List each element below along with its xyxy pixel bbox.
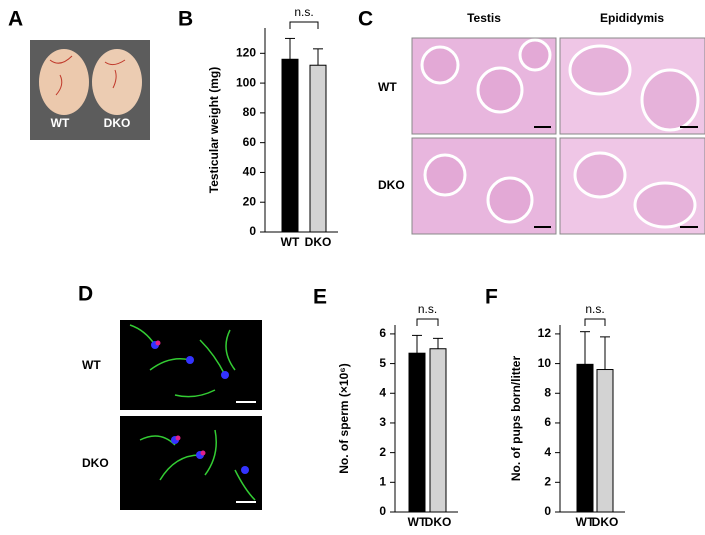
x-tick-label: WT	[408, 515, 427, 529]
row-label: DKO	[82, 456, 109, 470]
bar	[596, 369, 614, 513]
y-axis-label: Testicular weight (mg)	[207, 67, 221, 193]
y-tick-label: 2	[544, 474, 551, 488]
x-tick-label: DKO	[305, 235, 332, 249]
y-tick-label: 8	[544, 385, 551, 399]
row-label: WT	[82, 358, 101, 372]
y-tick-label: 4	[379, 385, 386, 399]
photo-label: WT	[51, 116, 70, 130]
y-tick-label: 6	[544, 415, 551, 429]
panel-letter: B	[178, 8, 193, 31]
annotation: n.s.	[585, 302, 604, 316]
y-tick-label: 120	[236, 45, 256, 59]
y-tick-label: 20	[243, 194, 257, 208]
y-axis-label: No. of pups born/litter	[509, 356, 523, 482]
x-tick-label: DKO	[592, 515, 619, 529]
panel-letter: C	[358, 8, 373, 31]
significance-bracket	[584, 318, 606, 326]
annotation: n.s.	[294, 5, 313, 19]
photo-label: DKO	[104, 116, 131, 130]
y-tick-label: 80	[243, 105, 257, 119]
photo	[30, 40, 150, 140]
bar	[429, 348, 447, 513]
bar	[576, 363, 594, 513]
y-axis-label: No. of sperm (×10⁶)	[337, 363, 351, 474]
y-tick-label: 6	[379, 326, 386, 340]
column-label: Epididymis	[600, 11, 664, 25]
significance-bracket	[416, 318, 439, 326]
x-tick-label: DKO	[425, 515, 452, 529]
y-tick-label: 0	[379, 504, 386, 518]
significance-bracket	[289, 21, 319, 29]
y-tick-label: 5	[379, 356, 386, 370]
annotation: n.s.	[418, 302, 437, 316]
histology	[411, 37, 705, 235]
y-tick-label: 100	[236, 75, 256, 89]
panel-letter: A	[8, 8, 23, 31]
bar	[408, 352, 426, 513]
y-tick-label: 2	[379, 445, 386, 459]
panel-letter: E	[313, 286, 327, 309]
x-tick-label: WT	[281, 235, 300, 249]
fluorescence	[120, 320, 262, 510]
y-tick-label: 60	[243, 135, 257, 149]
y-tick-label: 1	[379, 474, 386, 488]
panel-letter: D	[78, 283, 93, 306]
y-tick-label: 4	[544, 445, 551, 459]
row-label: WT	[378, 80, 397, 94]
y-tick-label: 12	[538, 326, 552, 340]
row-label: DKO	[378, 178, 405, 192]
y-tick-label: 10	[538, 356, 552, 370]
y-tick-label: 0	[249, 224, 256, 238]
bar	[309, 64, 327, 233]
panel-letter: F	[485, 286, 498, 309]
x-tick-label: WT	[576, 515, 595, 529]
y-tick-label: 0	[544, 504, 551, 518]
y-tick-label: 40	[243, 165, 257, 179]
bar	[281, 58, 299, 233]
column-label: Testis	[467, 11, 501, 25]
y-tick-label: 3	[379, 415, 386, 429]
